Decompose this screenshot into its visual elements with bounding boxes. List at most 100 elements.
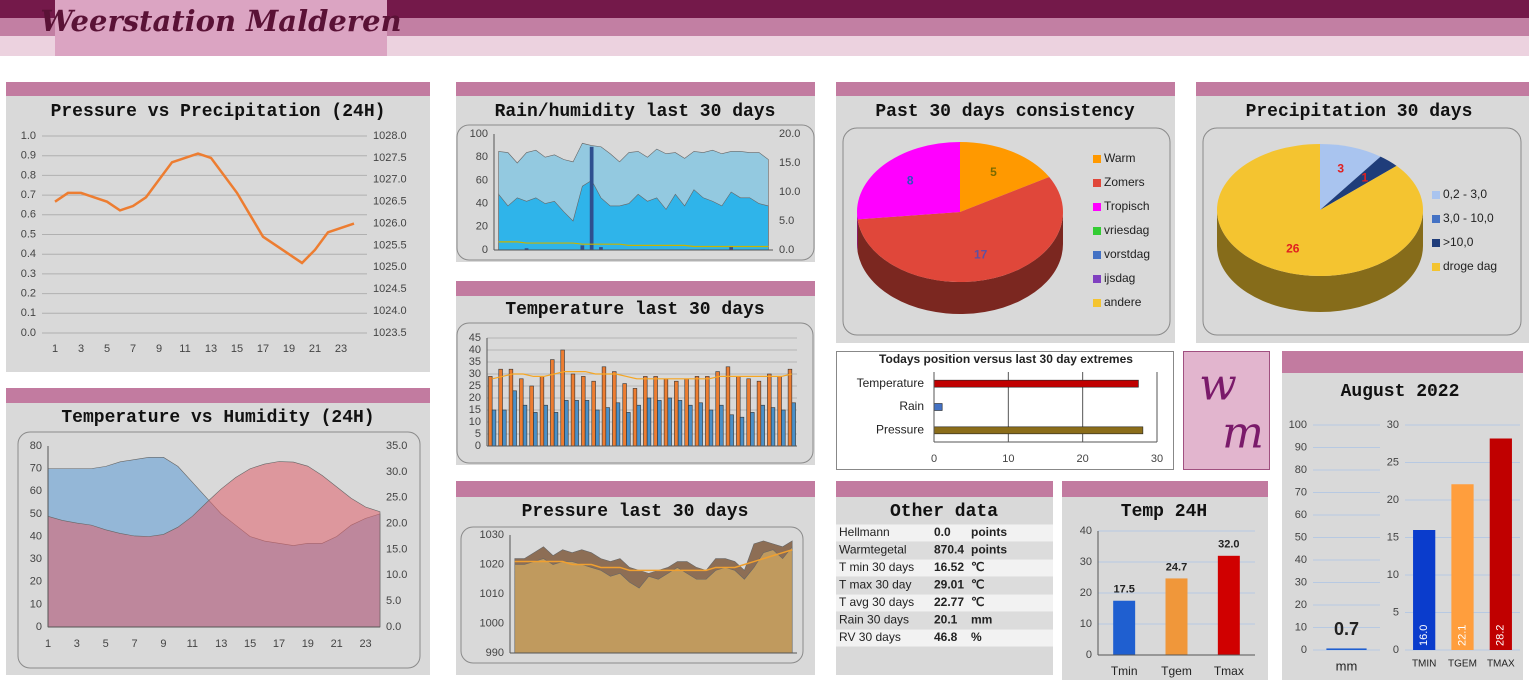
bar	[626, 412, 631, 447]
x-tick-label: 9	[156, 343, 162, 355]
bar	[653, 376, 658, 447]
bar	[632, 388, 638, 447]
site-title: Weerstation Malderen	[40, 4, 401, 38]
chart-title: Temperature last 30 days	[505, 300, 764, 320]
value-label: 3	[1337, 161, 1344, 175]
y2-tick-label: 5.0	[779, 215, 794, 227]
x-tick-label: 9	[160, 638, 166, 650]
pie-slice	[1217, 144, 1424, 276]
category-label: mm	[1336, 658, 1358, 673]
y2-tick-label: 20.0	[779, 128, 800, 140]
y-tick-label: 25	[469, 380, 481, 392]
y-tick-label: 40	[30, 530, 42, 542]
pie-slice	[1320, 156, 1397, 210]
table-cell: Warmtegetal	[839, 543, 907, 557]
table-cell: Rain 30 days	[839, 613, 909, 627]
table-row	[836, 612, 1053, 629]
y-tick-label: 10	[30, 598, 42, 610]
y-tick-label: 0.8	[21, 169, 36, 181]
y-tick-label: 990	[486, 647, 504, 659]
y-tick-label: 0.4	[21, 248, 36, 260]
bar	[1217, 555, 1240, 655]
y-tick-label: 1000	[480, 617, 504, 629]
value-label: 5	[990, 165, 997, 179]
y-tick-label: 15	[469, 404, 481, 416]
pie-slice	[1320, 144, 1381, 210]
legend-label: 0,2 - 3,0	[1443, 187, 1487, 201]
y-tick-label: 10	[469, 416, 481, 428]
y-tick-label: 20	[476, 221, 488, 233]
y-tick-label: 1.0	[21, 130, 36, 142]
table-row	[836, 594, 1053, 612]
x-tick-label: 11	[179, 343, 190, 355]
table-cell: T min 30 days	[839, 560, 914, 574]
x-tick-label: 13	[215, 638, 227, 650]
legend-label: andere	[1104, 295, 1142, 309]
y-tick-label: 0	[1086, 649, 1092, 661]
panel-bar	[1062, 481, 1268, 497]
legend-label: Warm	[1104, 151, 1136, 165]
x-tick-label: 5	[103, 638, 109, 650]
y2-tick-label: 0.0	[386, 621, 401, 633]
table-cell: 22.77	[934, 595, 964, 609]
chart-title: Pressure last 30 days	[522, 502, 749, 522]
area	[514, 545, 793, 654]
x-tick-label: 1	[45, 638, 51, 650]
y-tick-label: 1030	[480, 529, 504, 541]
bar	[570, 373, 576, 447]
y2-tick-label: 15.0	[386, 543, 407, 555]
y2-tick-label: 15.0	[779, 157, 800, 169]
bar	[589, 146, 594, 250]
y-tick-label: 25	[1387, 456, 1399, 468]
category-label: Pressure	[876, 423, 924, 437]
table-row	[836, 559, 1053, 577]
bar	[533, 412, 538, 447]
x-tick-label: 15	[231, 343, 243, 355]
bar	[512, 390, 517, 447]
pie-side	[857, 212, 858, 252]
logo-box	[1183, 351, 1270, 470]
y-tick-label: 40	[1295, 554, 1307, 566]
bar	[580, 245, 585, 250]
y-tick-label: 20	[30, 576, 42, 588]
value-label: 17	[974, 247, 988, 261]
category-label: Tmin	[1111, 664, 1138, 678]
x-tick-label: 19	[302, 638, 314, 650]
y-tick-label: 80	[476, 151, 488, 163]
bar	[933, 379, 1139, 388]
y2-tick-label: 20.0	[386, 517, 407, 529]
y-tick-label: 0.2	[21, 288, 36, 300]
header-title-box	[55, 0, 387, 56]
y-tick-label: 50	[30, 508, 42, 520]
y-tick-label: 40	[469, 344, 481, 356]
legend-marker	[1093, 203, 1101, 211]
y2-tick-label: 25.0	[386, 492, 407, 504]
legend-label: ijsdag	[1104, 271, 1135, 285]
table-cell: T max 30 day	[839, 578, 911, 592]
panel-bar	[456, 481, 815, 497]
bar	[502, 409, 507, 447]
y-tick-label: 0	[475, 440, 481, 452]
logo-letter: m	[1222, 408, 1264, 459]
legend-marker	[1432, 239, 1440, 247]
panel	[836, 351, 1174, 470]
y2-tick-label: 10.0	[779, 186, 800, 198]
x-tick-label: 30	[1151, 453, 1163, 465]
y-tick-label: 5	[475, 428, 481, 440]
bar	[698, 402, 703, 447]
bar	[574, 400, 579, 447]
x-tick-label: 13	[205, 343, 217, 355]
bar	[615, 402, 621, 447]
logo-letter: w	[1199, 360, 1237, 411]
bar	[729, 414, 734, 447]
category-label: Tgem	[1161, 664, 1192, 678]
table-cell: Hellmann	[839, 525, 890, 539]
x-tick-label: 5	[104, 343, 110, 355]
y-tick-label: 30	[1295, 576, 1307, 588]
y-tick-label: 1010	[480, 588, 504, 600]
bar	[1451, 484, 1474, 650]
y2-tick-label: 1024.0	[373, 305, 407, 317]
y2-tick-label: 1025.0	[373, 261, 407, 273]
y-tick-label: 1020	[480, 558, 504, 570]
y-tick-label: 60	[476, 174, 488, 186]
